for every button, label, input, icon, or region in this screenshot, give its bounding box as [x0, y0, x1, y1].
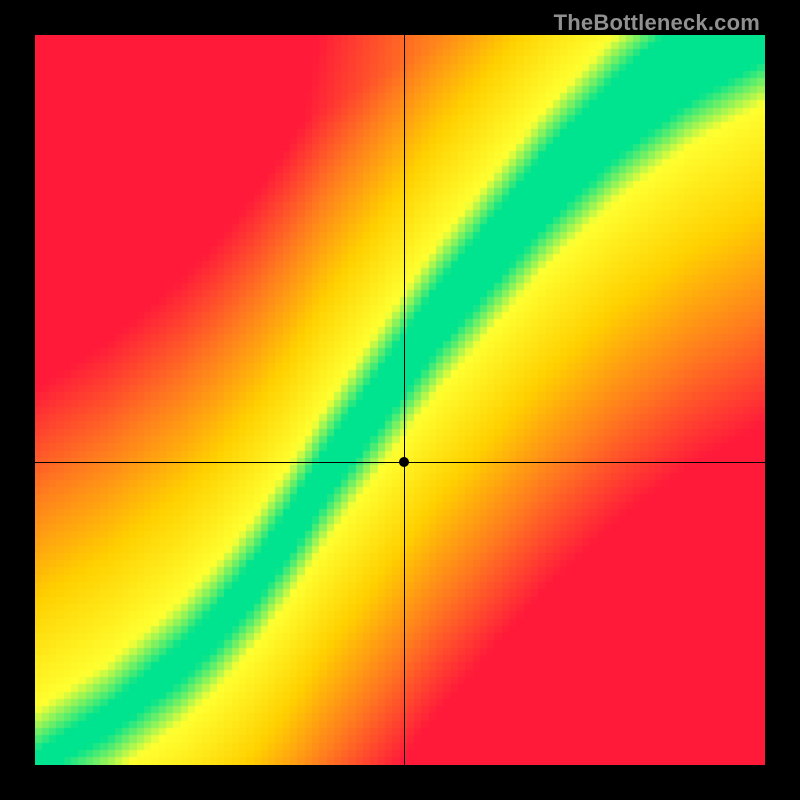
crosshair-marker [399, 457, 409, 467]
chart-frame: TheBottleneck.com [0, 0, 800, 800]
crosshair-vertical [404, 35, 405, 765]
watermark-text: TheBottleneck.com [554, 10, 760, 36]
bottleneck-heatmap [35, 35, 765, 765]
